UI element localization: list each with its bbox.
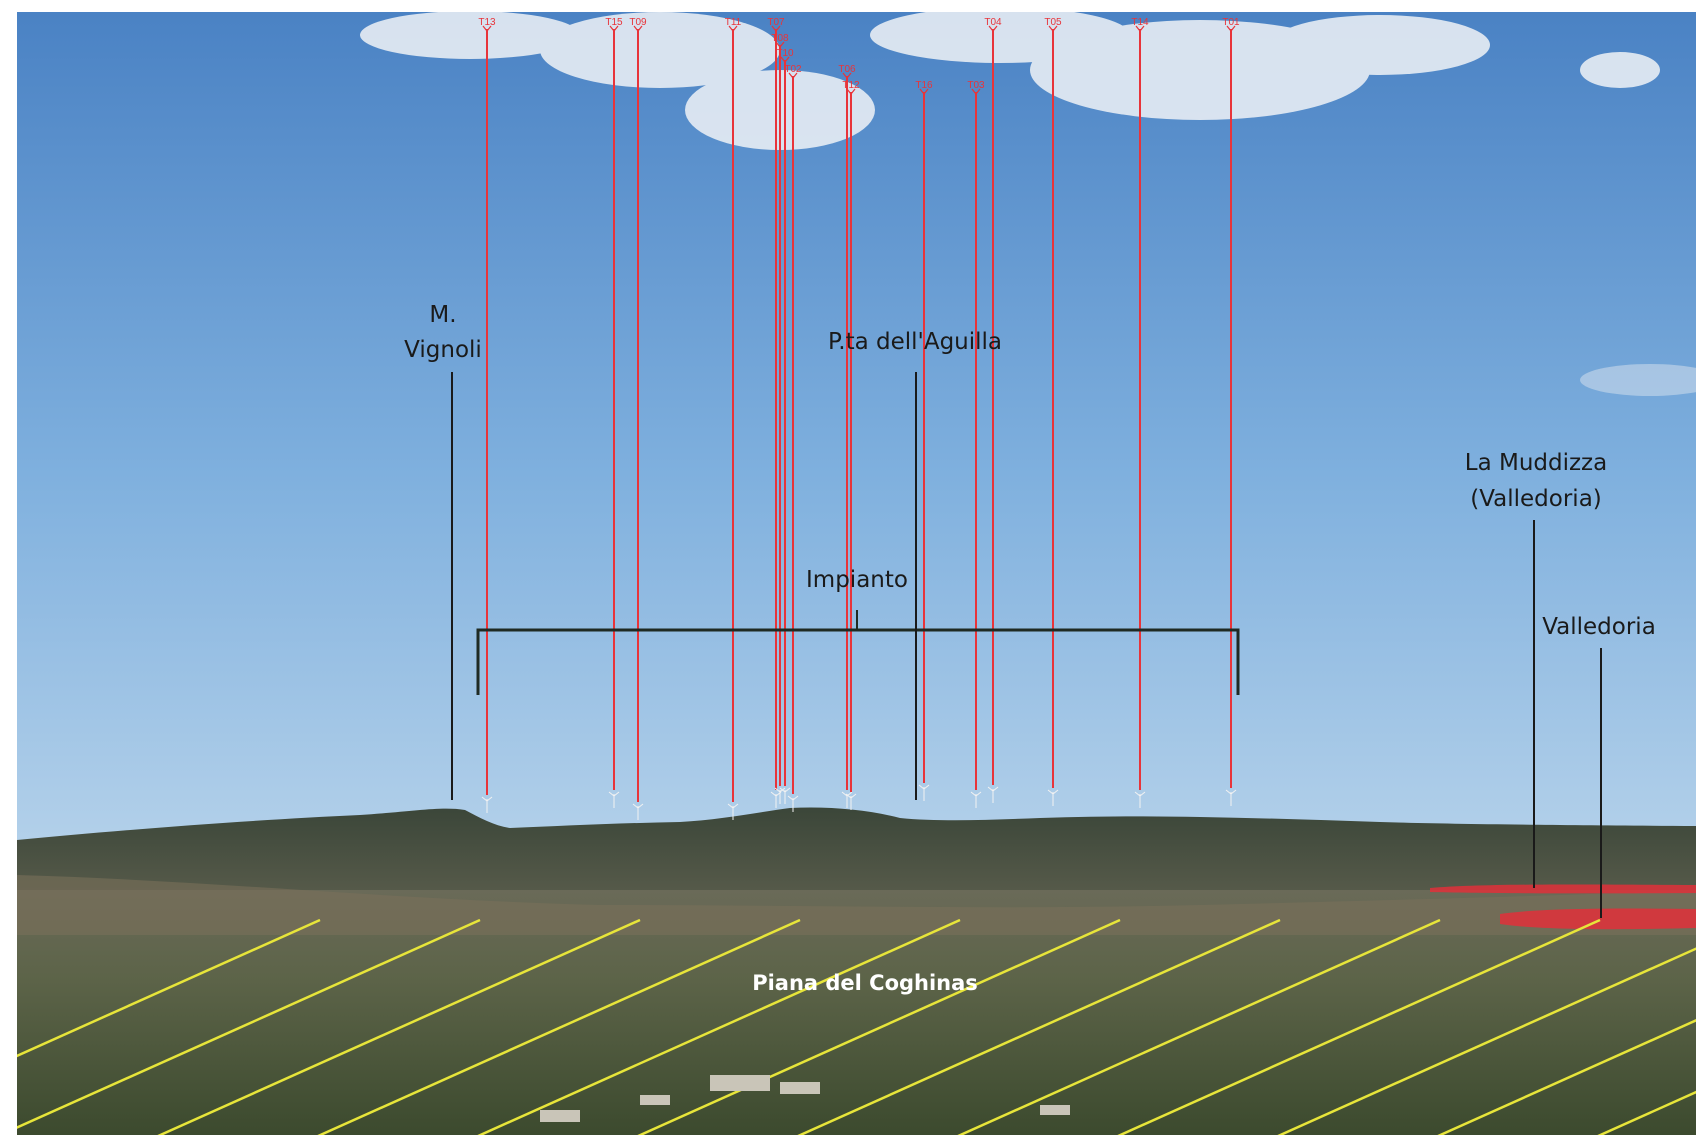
turbine-label-t14: T14 xyxy=(1131,17,1149,28)
turbine-label-t15: T15 xyxy=(605,17,623,28)
turbine-label-t12: T12 xyxy=(842,80,860,91)
wind-turbine-icon xyxy=(1047,789,1059,806)
hatch-line xyxy=(477,918,961,1135)
settlement-valledoria xyxy=(1500,908,1696,930)
wind-turbine-icon xyxy=(770,791,782,808)
wind-turbine-icon xyxy=(608,791,620,808)
turbine-label-t05: T05 xyxy=(1044,17,1062,28)
turbine-label-t02: T02 xyxy=(784,64,802,75)
turbine-label-t08: T08 xyxy=(771,33,789,44)
turbine-label-t09: T09 xyxy=(629,17,647,28)
wind-turbine-icon xyxy=(632,803,644,820)
turbine-tick-t07 xyxy=(771,25,781,32)
turbine-tick-t10 xyxy=(780,56,790,63)
wind-turbine-icon xyxy=(845,793,857,810)
label-muddizza-line2: (Valledoria) xyxy=(1470,486,1602,512)
turbine-label-t11: T11 xyxy=(725,17,742,28)
wind-turbine-icon xyxy=(774,787,786,804)
turbine-tick-t09 xyxy=(633,25,643,32)
sky xyxy=(17,12,1696,852)
turbine-tick-t03 xyxy=(971,88,981,95)
turbine-tick-t16 xyxy=(919,88,929,95)
turbine-tick-t14 xyxy=(1135,25,1145,32)
turbine-label-t03: T03 xyxy=(967,80,985,91)
turbine-label-t13: T13 xyxy=(478,17,496,28)
turbine-label-t10: T10 xyxy=(776,48,794,59)
settlement-la-muddizza xyxy=(1430,884,1696,894)
wind-turbine-icon xyxy=(987,786,999,803)
turbine-tick-t05 xyxy=(1048,25,1058,32)
wind-turbine-icon xyxy=(841,791,853,808)
turbine-tick-t04 xyxy=(988,25,998,32)
hatch-line xyxy=(1437,1019,1696,1135)
label-muddizza-line1: La Muddizza xyxy=(1465,450,1607,476)
wind-turbine-icon xyxy=(970,791,982,808)
hatch-line xyxy=(797,918,1281,1135)
label-impianto: Impianto xyxy=(806,567,908,593)
hills xyxy=(17,807,1696,905)
turbine-tick-t06 xyxy=(842,72,852,79)
wind-turbine-icon xyxy=(918,784,930,801)
plain-hatching xyxy=(17,918,1696,1135)
wind-turbine-icon xyxy=(1225,789,1237,806)
turbine-label-t07: T07 xyxy=(767,17,785,28)
turbine-tick-t12 xyxy=(846,88,856,95)
hatch-line xyxy=(1277,947,1696,1135)
turbine-markers: T13 T15 T09 T11 T07 T08 T10 T02 T06 T12 T16 T03 T04 T… xyxy=(478,17,1240,820)
leader-lines xyxy=(451,372,1602,918)
hatch-line xyxy=(637,918,1121,1135)
turbine-label-t01: T01 xyxy=(1222,17,1240,28)
turbine-tick-t11 xyxy=(728,25,738,32)
wind-turbine-icon xyxy=(727,803,739,820)
hatch-line xyxy=(1117,918,1601,1135)
turbine-tick-t13 xyxy=(482,25,492,32)
buildings xyxy=(540,1075,1070,1122)
hatch-line xyxy=(17,918,481,1129)
label-piana-del-coghinas: Piana del Coghinas xyxy=(752,971,978,995)
impianto-bracket xyxy=(476,610,1240,695)
turbine-label-t06: T06 xyxy=(838,64,856,75)
wind-turbine-icon xyxy=(1134,791,1146,808)
turbine-tick-t01 xyxy=(1226,25,1236,32)
wind-turbine-icon xyxy=(787,795,799,812)
wind-turbine-icon xyxy=(481,796,493,813)
turbine-label-t16: T16 xyxy=(915,80,933,91)
hatch-line xyxy=(17,918,321,1058)
wind-turbine-icon xyxy=(779,787,791,804)
label-aguilla: P.ta dell'Aguilla xyxy=(828,329,1002,355)
label-vignoli-line2: Vignoli xyxy=(404,337,482,363)
hatch-line xyxy=(157,918,641,1135)
turbine-tick-t08 xyxy=(775,41,785,48)
hatch-line xyxy=(957,918,1441,1135)
label-vignoli-line1: M. xyxy=(429,302,456,328)
turbine-label-t04: T04 xyxy=(984,17,1002,28)
turbine-tick-t02 xyxy=(788,72,798,79)
turbine-tick-t15 xyxy=(609,25,619,32)
hatch-line xyxy=(317,918,801,1135)
label-valledoria: Valledoria xyxy=(1542,614,1656,640)
